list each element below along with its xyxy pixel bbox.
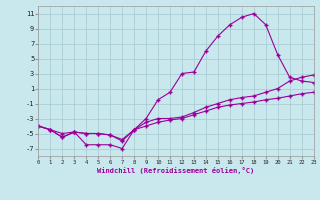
X-axis label: Windchill (Refroidissement éolien,°C): Windchill (Refroidissement éolien,°C) <box>97 167 255 174</box>
